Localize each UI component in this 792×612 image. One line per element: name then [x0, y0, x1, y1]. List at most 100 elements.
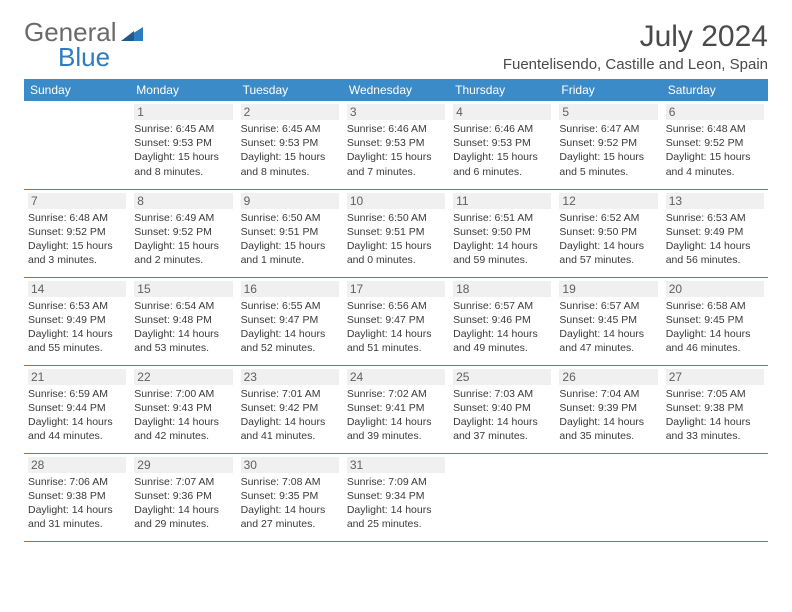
- sunset-text: Sunset: 9:51 PM: [241, 225, 339, 239]
- day-info: Sunrise: 6:45 AMSunset: 9:53 PMDaylight:…: [241, 122, 339, 179]
- day-cell: [555, 453, 661, 541]
- daylight-text: Daylight: 14 hours and 29 minutes.: [134, 503, 232, 531]
- daylight-text: Daylight: 14 hours and 52 minutes.: [241, 327, 339, 355]
- day-number: 24: [347, 369, 445, 385]
- day-cell: 4Sunrise: 6:46 AMSunset: 9:53 PMDaylight…: [449, 101, 555, 189]
- sunrise-text: Sunrise: 6:50 AM: [241, 211, 339, 225]
- day-cell: 8Sunrise: 6:49 AMSunset: 9:52 PMDaylight…: [130, 189, 236, 277]
- day-info: Sunrise: 6:59 AMSunset: 9:44 PMDaylight:…: [28, 387, 126, 444]
- day-cell: 10Sunrise: 6:50 AMSunset: 9:51 PMDayligh…: [343, 189, 449, 277]
- daylight-text: Daylight: 14 hours and 35 minutes.: [559, 415, 657, 443]
- day-header: Sunday: [24, 79, 130, 101]
- day-number: 11: [453, 193, 551, 209]
- sunrise-text: Sunrise: 6:51 AM: [453, 211, 551, 225]
- day-number: 9: [241, 193, 339, 209]
- day-number: 15: [134, 281, 232, 297]
- day-cell: 30Sunrise: 7:08 AMSunset: 9:35 PMDayligh…: [237, 453, 343, 541]
- sunset-text: Sunset: 9:52 PM: [666, 136, 764, 150]
- day-cell: 22Sunrise: 7:00 AMSunset: 9:43 PMDayligh…: [130, 365, 236, 453]
- daylight-text: Daylight: 14 hours and 47 minutes.: [559, 327, 657, 355]
- title-block: July 2024 Fuentelisendo, Castille and Le…: [503, 20, 768, 73]
- daylight-text: Daylight: 14 hours and 41 minutes.: [241, 415, 339, 443]
- logo-text-2: Blue: [58, 42, 110, 72]
- day-number: 13: [666, 193, 764, 209]
- day-info: Sunrise: 7:08 AMSunset: 9:35 PMDaylight:…: [241, 475, 339, 532]
- day-number: 28: [28, 457, 126, 473]
- day-number: 7: [28, 193, 126, 209]
- logo: GeneralBlue: [24, 20, 145, 69]
- sunrise-text: Sunrise: 7:04 AM: [559, 387, 657, 401]
- sunrise-text: Sunrise: 6:52 AM: [559, 211, 657, 225]
- day-cell: 7Sunrise: 6:48 AMSunset: 9:52 PMDaylight…: [24, 189, 130, 277]
- day-cell: 21Sunrise: 6:59 AMSunset: 9:44 PMDayligh…: [24, 365, 130, 453]
- sunset-text: Sunset: 9:48 PM: [134, 313, 232, 327]
- day-cell: 17 Sunrise: 6:56 AMSunset: 9:47 PMDayligh…: [343, 277, 449, 365]
- daylight-text: Daylight: 14 hours and 27 minutes.: [241, 503, 339, 531]
- sunset-text: Sunset: 9:45 PM: [666, 313, 764, 327]
- day-info: Sunrise: 6:47 AMSunset: 9:52 PMDaylight:…: [559, 122, 657, 179]
- day-info: Sunrise: 6:52 AMSunset: 9:50 PMDaylight:…: [559, 211, 657, 268]
- day-cell: 3Sunrise: 6:46 AMSunset: 9:53 PMDaylight…: [343, 101, 449, 189]
- sunrise-text: Sunrise: 7:07 AM: [134, 475, 232, 489]
- day-number: 18: [453, 281, 551, 297]
- day-header: Wednesday: [343, 79, 449, 101]
- daylight-text: Daylight: 15 hours and 4 minutes.: [666, 150, 764, 178]
- sunset-text: Sunset: 9:52 PM: [559, 136, 657, 150]
- sunrise-text: Sunrise: 7:01 AM: [241, 387, 339, 401]
- day-info: Sunrise: 6:49 AMSunset: 9:52 PMDaylight:…: [134, 211, 232, 268]
- sunrise-text: Sunrise: 6:48 AM: [666, 122, 764, 136]
- day-cell: 14Sunrise: 6:53 AMSunset: 9:49 PMDayligh…: [24, 277, 130, 365]
- location: Fuentelisendo, Castille and Leon, Spain: [503, 56, 768, 73]
- sunset-text: Sunset: 9:53 PM: [453, 136, 551, 150]
- day-cell: 11Sunrise: 6:51 AMSunset: 9:50 PMDayligh…: [449, 189, 555, 277]
- day-cell: 31 Sunrise: 7:09 AMSunset: 9:34 PMDayligh…: [343, 453, 449, 541]
- day-number: 31: [347, 457, 445, 473]
- day-info: Sunrise: 6:57 AMSunset: 9:45 PMDaylight:…: [559, 299, 657, 356]
- daylight-text: Daylight: 14 hours and 57 minutes.: [559, 239, 657, 267]
- day-info: Sunrise: 6:50 AMSunset: 9:51 PMDaylight:…: [347, 211, 445, 268]
- day-info: Sunrise: 6:57 AMSunset: 9:46 PMDaylight:…: [453, 299, 551, 356]
- day-number: 5: [559, 104, 657, 120]
- day-number: 12: [559, 193, 657, 209]
- sunset-text: Sunset: 9:47 PM: [241, 313, 339, 327]
- day-number: 17: [347, 281, 445, 297]
- day-cell: 6Sunrise: 6:48 AMSunset: 9:52 PMDaylight…: [662, 101, 768, 189]
- day-info: Sunrise: 7:02 AMSunset: 9:41 PMDaylight:…: [347, 387, 445, 444]
- day-info: Sunrise: 6:53 AMSunset: 9:49 PMDaylight:…: [666, 211, 764, 268]
- day-cell: 1Sunrise: 6:45 AMSunset: 9:53 PMDaylight…: [130, 101, 236, 189]
- daylight-text: Daylight: 15 hours and 7 minutes.: [347, 150, 445, 178]
- day-cell: 2Sunrise: 6:45 AMSunset: 9:53 PMDaylight…: [237, 101, 343, 189]
- sunrise-text: Sunrise: 6:53 AM: [28, 299, 126, 313]
- day-info: Sunrise: 6:46 AMSunset: 9:53 PMDaylight:…: [347, 122, 445, 179]
- day-number: 26: [559, 369, 657, 385]
- day-info: Sunrise: 6:46 AMSunset: 9:53 PMDaylight:…: [453, 122, 551, 179]
- sunrise-text: Sunrise: 6:48 AM: [28, 211, 126, 225]
- sunset-text: Sunset: 9:49 PM: [666, 225, 764, 239]
- day-info: Sunrise: 7:09 AMSunset: 9:34 PMDaylight:…: [347, 475, 445, 532]
- day-info: Sunrise: 6:58 AMSunset: 9:45 PMDaylight:…: [666, 299, 764, 356]
- day-header: Thursday: [449, 79, 555, 101]
- day-cell: 15 Sunrise: 6:54 AMSunset: 9:48 PMDayligh…: [130, 277, 236, 365]
- sunrise-text: Sunrise: 6:53 AM: [666, 211, 764, 225]
- day-info: Sunrise: 7:00 AMSunset: 9:43 PMDaylight:…: [134, 387, 232, 444]
- sunset-text: Sunset: 9:39 PM: [559, 401, 657, 415]
- sunset-text: Sunset: 9:52 PM: [28, 225, 126, 239]
- week-row: 1Sunrise: 6:45 AMSunset: 9:53 PMDaylight…: [24, 101, 768, 189]
- day-info: Sunrise: 6:56 AMSunset: 9:47 PMDaylight:…: [347, 299, 445, 356]
- daylight-text: Daylight: 15 hours and 5 minutes.: [559, 150, 657, 178]
- day-info: Sunrise: 6:50 AMSunset: 9:51 PMDaylight:…: [241, 211, 339, 268]
- day-info: Sunrise: 6:55 AMSunset: 9:47 PMDaylight:…: [241, 299, 339, 356]
- day-info: Sunrise: 6:48 AMSunset: 9:52 PMDaylight:…: [666, 122, 764, 179]
- sunrise-text: Sunrise: 6:45 AM: [241, 122, 339, 136]
- daylight-text: Daylight: 14 hours and 44 minutes.: [28, 415, 126, 443]
- day-cell: 20Sunrise: 6:58 AMSunset: 9:45 PMDayligh…: [662, 277, 768, 365]
- sunset-text: Sunset: 9:49 PM: [28, 313, 126, 327]
- daylight-text: Daylight: 14 hours and 33 minutes.: [666, 415, 764, 443]
- logo-text-1: General: [24, 20, 117, 45]
- week-row: 21Sunrise: 6:59 AMSunset: 9:44 PMDayligh…: [24, 365, 768, 453]
- daylight-text: Daylight: 15 hours and 2 minutes.: [134, 239, 232, 267]
- sunrise-text: Sunrise: 6:47 AM: [559, 122, 657, 136]
- day-info: Sunrise: 6:54 AMSunset: 9:48 PMDaylight:…: [134, 299, 232, 356]
- daylight-text: Daylight: 14 hours and 53 minutes.: [134, 327, 232, 355]
- sunset-text: Sunset: 9:50 PM: [453, 225, 551, 239]
